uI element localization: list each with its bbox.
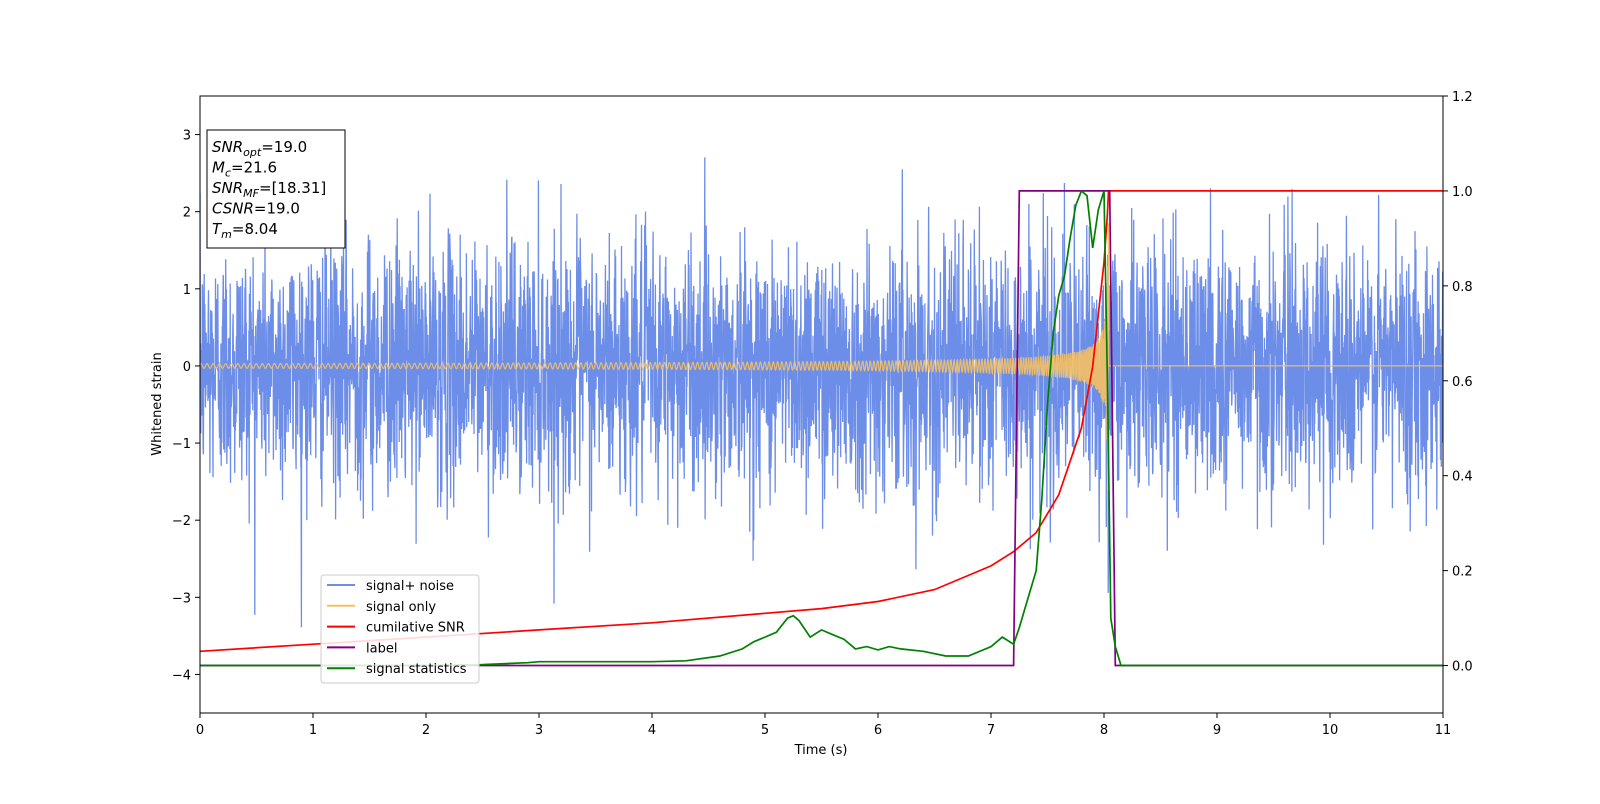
y-tick-label: −4 (172, 668, 191, 683)
annotation-symbol: SNR (212, 138, 243, 156)
y2-tick-label: 0.8 (1452, 280, 1473, 295)
x-tick-label: 6 (874, 723, 882, 738)
series-signal-only (200, 222, 1443, 492)
annotation-symbol: T (212, 220, 223, 238)
plot-frame (199, 95, 1444, 714)
y2-tick-label: 1.0 (1452, 185, 1473, 200)
x-tick-label: 11 (1435, 723, 1452, 738)
annotation-line: SNRopt=19.0 (212, 138, 307, 159)
annotation-line: Tm=8.04 (212, 220, 278, 241)
legend-entry: signal+ noise (366, 579, 454, 594)
series-signal-plus-noise (200, 157, 1443, 628)
y2-tick-label: 0.4 (1452, 470, 1473, 485)
annotation-value: =21.6 (231, 159, 277, 177)
legend-entry: signal statistics (366, 662, 467, 677)
annotation-subscript: MF (243, 187, 259, 200)
axes-layer: 0 1 2 3 4 5 6 7 8 9 10 11 −4 −3 −2 −1 0 1 2 3 0.0 0.2 0.4 0.6 0.… (172, 90, 1473, 738)
legend-entry: label (366, 641, 397, 656)
annotation-subscript: m (221, 228, 232, 241)
y2-tick-label: 0.0 (1452, 660, 1473, 675)
annotation-symbol: SNR (212, 179, 243, 197)
y-tick-label: −2 (172, 514, 191, 529)
x-tick-label: 5 (761, 723, 769, 738)
y-axis-label: Whitened strain (150, 352, 165, 455)
stats-annotation-box: SNRopt=19.0Mc=21.6SNRMF=[18.31]CSNR=19.0… (206, 129, 346, 249)
y-tick-label: 0 (183, 360, 191, 375)
annotation-subscript: opt (243, 146, 262, 159)
y2-tick-label: 1.2 (1452, 90, 1473, 105)
legend: signal+ noise signal only cumilative SNR la… (320, 574, 480, 684)
y-tick-label: 3 (183, 129, 191, 144)
y-tick-label: −1 (172, 437, 191, 452)
annotation-line: CSNR=19.0 (212, 200, 300, 218)
y2-tick-label: 0.6 (1452, 375, 1473, 390)
series-cumilative-snr (200, 190, 1443, 653)
x-tick-label: 8 (1100, 723, 1108, 738)
x-tick-label: 3 (535, 723, 543, 738)
y-tick-label: 2 (183, 206, 191, 221)
annotation-line: Mc=21.6 (212, 159, 277, 180)
x-tick-label: 10 (1322, 723, 1339, 738)
series-signal-statistics (200, 189, 1443, 667)
annotation-value: =[18.31] (259, 179, 326, 197)
annotation-value: =8.04 (232, 220, 278, 238)
annotation-frame (206, 129, 346, 249)
y-tick-label: 1 (183, 283, 191, 298)
x-tick-label: 9 (1213, 723, 1221, 738)
x-tick-label: 4 (648, 723, 656, 738)
x-tick-label: 2 (422, 723, 430, 738)
x-tick-label: 0 (196, 723, 204, 738)
legend-entry: cumilative SNR (366, 621, 465, 636)
legend-frame (320, 574, 480, 684)
annotation-value: =19.0 (254, 200, 300, 218)
legend-entry: signal only (366, 600, 436, 615)
annotation-symbol: CSNR (212, 200, 254, 218)
y-tick-label: −3 (172, 591, 191, 606)
series-layer (200, 157, 1443, 667)
x-axis-label: Time (s) (794, 743, 848, 758)
y2-tick-label: 0.2 (1452, 565, 1473, 580)
x-tick-label: 1 (309, 723, 317, 738)
annotation-line: SNRMF=[18.31] (212, 179, 326, 200)
x-tick-label: 7 (987, 723, 995, 738)
annotation-subscript: c (225, 167, 231, 180)
annotation-symbol: M (212, 159, 225, 177)
annotation-value: =19.0 (261, 138, 307, 156)
